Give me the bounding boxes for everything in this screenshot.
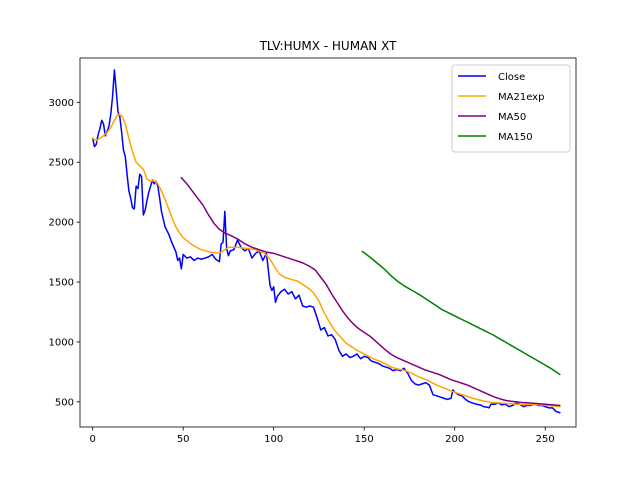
y-tick-label: 3000 xyxy=(49,98,74,109)
y-tick-label: 1000 xyxy=(49,337,74,348)
legend-label: MA50 xyxy=(498,112,526,123)
legend-label: MA150 xyxy=(498,132,533,143)
legend: Close MA21exp MA50 MA150 xyxy=(451,64,571,153)
series-line-ma150 xyxy=(361,250,561,376)
series-line-ma50 xyxy=(180,176,561,407)
x-tick-label: 200 xyxy=(445,434,464,445)
x-tick-label: 100 xyxy=(264,434,283,445)
y-tick-label: 1500 xyxy=(49,278,74,289)
x-tick-label: 150 xyxy=(355,434,374,445)
legend-label: MA21exp xyxy=(498,92,544,103)
series-line-close xyxy=(91,69,561,414)
y-tick-label: 2000 xyxy=(49,218,74,229)
y-tick-label: 500 xyxy=(55,397,74,408)
plot-frame xyxy=(79,57,577,428)
legend-box xyxy=(451,64,571,153)
x-tick-label: 0 xyxy=(89,434,95,445)
y-tick-label: 2500 xyxy=(49,158,74,169)
x-tick-label: 50 xyxy=(177,434,190,445)
series-line-ma21exp xyxy=(91,113,561,408)
x-tick-label: 250 xyxy=(536,434,555,445)
series-lines xyxy=(91,69,561,414)
legend-label: Close xyxy=(498,72,525,83)
axis-ticks: 0 50 100 150 200 250 500 1000 1500 2000 2500 3000 xyxy=(49,98,555,445)
chart-title: TLV:HUMX - HUMAN XT xyxy=(259,39,397,53)
